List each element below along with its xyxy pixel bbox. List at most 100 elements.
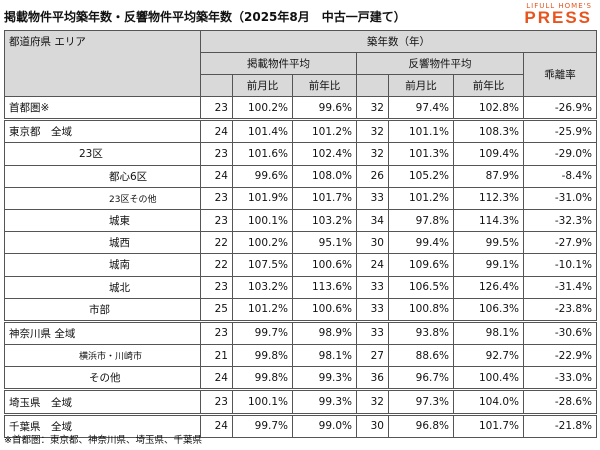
age-header: 築年数（年）: [199, 30, 598, 53]
value-cell: 96.7%: [388, 366, 454, 392]
table-row: 神奈川県 全域 23 99.7% 98.9% 33 93.8% 98.1% -30.6%: [4, 320, 598, 346]
area-cell: 23区: [4, 142, 201, 166]
value-cell: 114.3%: [453, 208, 524, 233]
area-header: 都道府県 エリア: [4, 30, 201, 97]
value-cell: 103.2%: [292, 208, 357, 233]
value-cell: 23: [200, 208, 233, 233]
value-cell: 23: [200, 320, 233, 346]
value-cell: 97.4%: [388, 95, 454, 122]
value-cell: 99.7%: [232, 320, 293, 346]
value-cell: 24: [200, 413, 233, 438]
area-cell: 23区その他: [4, 186, 201, 210]
footnote: ※首都圏：東京都、神奈川県、埼玉県、千葉県: [4, 435, 202, 446]
area-cell: 城東: [4, 208, 201, 233]
area-cell: 神奈川県 全域: [4, 320, 201, 346]
value-cell: 32: [356, 95, 389, 122]
value-cell: 24: [356, 253, 389, 277]
table-row: 城西 22 100.2% 95.1% 30 99.4% 99.5% -27.9%: [4, 231, 598, 255]
value-cell: 101.2%: [232, 297, 293, 323]
value-cell: 105.2%: [388, 164, 454, 188]
value-cell: 99.6%: [292, 95, 357, 122]
logo-top: LIFULL HOME'S: [526, 2, 592, 10]
gap-header: 乖離率: [522, 52, 598, 97]
value-cell: 21: [200, 344, 233, 368]
value-cell: 99.8%: [232, 366, 293, 392]
value-cell: -26.9%: [522, 95, 598, 122]
value-cell: 101.2%: [388, 186, 454, 210]
value-cell: 33: [356, 275, 389, 299]
value-cell: 26: [356, 164, 389, 188]
value-cell: 101.6%: [232, 142, 293, 166]
value-cell: 32: [356, 142, 389, 166]
value-cell: -22.9%: [522, 344, 598, 368]
area-cell: 城南: [4, 253, 201, 277]
value-cell: 100.8%: [388, 297, 454, 323]
value-cell: 101.2%: [292, 119, 357, 144]
value-cell: 34: [356, 208, 389, 233]
value-cell: 100.2%: [232, 95, 293, 122]
value-cell: -33.0%: [522, 366, 598, 392]
area-cell: その他: [4, 366, 201, 392]
value-cell: 92.7%: [453, 344, 524, 368]
value-cell: 23: [200, 275, 233, 299]
table-row: 市部 25 101.2% 100.6% 33 100.8% 106.3% -23.8%: [4, 297, 598, 323]
value-cell: 23: [200, 389, 233, 416]
value-cell: 100.6%: [292, 297, 357, 323]
table-row: 千葉県 全域 24 99.7% 99.0% 30 96.8% 101.7% -21.8%: [4, 413, 598, 438]
value-cell: 98.1%: [292, 344, 357, 368]
table-row: 城東 23 100.1% 103.2% 34 97.8% 114.3% -32.3%: [4, 208, 598, 233]
value-cell: -31.4%: [522, 275, 598, 299]
value-cell: 93.8%: [388, 320, 454, 346]
value-cell: 25: [200, 297, 233, 323]
table-row: 23区 23 101.6% 102.4% 32 101.3% 109.4% -29.0%: [4, 142, 598, 166]
value-cell: -27.9%: [522, 231, 598, 255]
value-cell: 101.9%: [232, 186, 293, 210]
value-cell: 30: [356, 231, 389, 255]
value-cell: -28.6%: [522, 389, 598, 416]
table-row: 城南 22 107.5% 100.6% 24 109.6% 99.1% -10.1%: [4, 253, 598, 277]
value-cell: 102.4%: [292, 142, 357, 166]
area-cell: 城北: [4, 275, 201, 299]
area-cell: 城西: [4, 231, 201, 255]
logo: LIFULL HOME'S PRESS: [524, 2, 592, 26]
value-cell: 99.3%: [292, 366, 357, 392]
value-cell: 126.4%: [453, 275, 524, 299]
table-row: その他 24 99.8% 99.3% 36 96.7% 100.4% -33.0%: [4, 366, 598, 392]
title: 掲載物件平均築年数・反響物件平均築年数（2025年8月 中古一戸建て）: [4, 10, 406, 24]
area-cell: 市部: [4, 297, 201, 323]
value-cell: 24: [200, 119, 233, 144]
value-cell: 106.5%: [388, 275, 454, 299]
value-cell: 99.0%: [292, 413, 357, 438]
value-cell: 107.5%: [232, 253, 293, 277]
value-cell: 103.2%: [232, 275, 293, 299]
table-row: 埼玉県 全域 23 100.1% 99.3% 32 97.3% 104.0% -28.6%: [4, 389, 598, 416]
sub-header: 前月比: [232, 74, 293, 97]
value-cell: 88.6%: [388, 344, 454, 368]
area-cell: 千葉県 全域: [4, 413, 201, 438]
value-cell: -8.4%: [522, 164, 598, 188]
value-cell: 23: [200, 142, 233, 166]
value-cell: 32: [356, 389, 389, 416]
value-cell: -30.6%: [522, 320, 598, 346]
value-cell: 113.6%: [292, 275, 357, 299]
value-cell: 99.3%: [292, 389, 357, 416]
value-cell: 24: [200, 164, 233, 188]
value-cell: 27: [356, 344, 389, 368]
value-cell: 33: [356, 186, 389, 210]
value-cell: 109.6%: [388, 253, 454, 277]
value-cell: 24: [200, 366, 233, 392]
value-cell: 101.1%: [388, 119, 454, 144]
value-cell: 87.9%: [453, 164, 524, 188]
value-cell: 102.8%: [453, 95, 524, 122]
value-cell: -21.8%: [522, 413, 598, 438]
value-cell: 99.5%: [453, 231, 524, 255]
value-cell: -31.0%: [522, 186, 598, 210]
value-cell: 33: [356, 297, 389, 323]
value-cell: 101.7%: [292, 186, 357, 210]
value-cell: 99.7%: [232, 413, 293, 438]
listed-header: 掲載物件平均: [200, 52, 357, 75]
table-row: 横浜市・川崎市 21 99.8% 98.1% 27 88.6% 92.7% -22.9%: [4, 344, 598, 368]
value-cell: 104.0%: [453, 389, 524, 416]
area-cell: 横浜市・川崎市: [4, 344, 201, 368]
